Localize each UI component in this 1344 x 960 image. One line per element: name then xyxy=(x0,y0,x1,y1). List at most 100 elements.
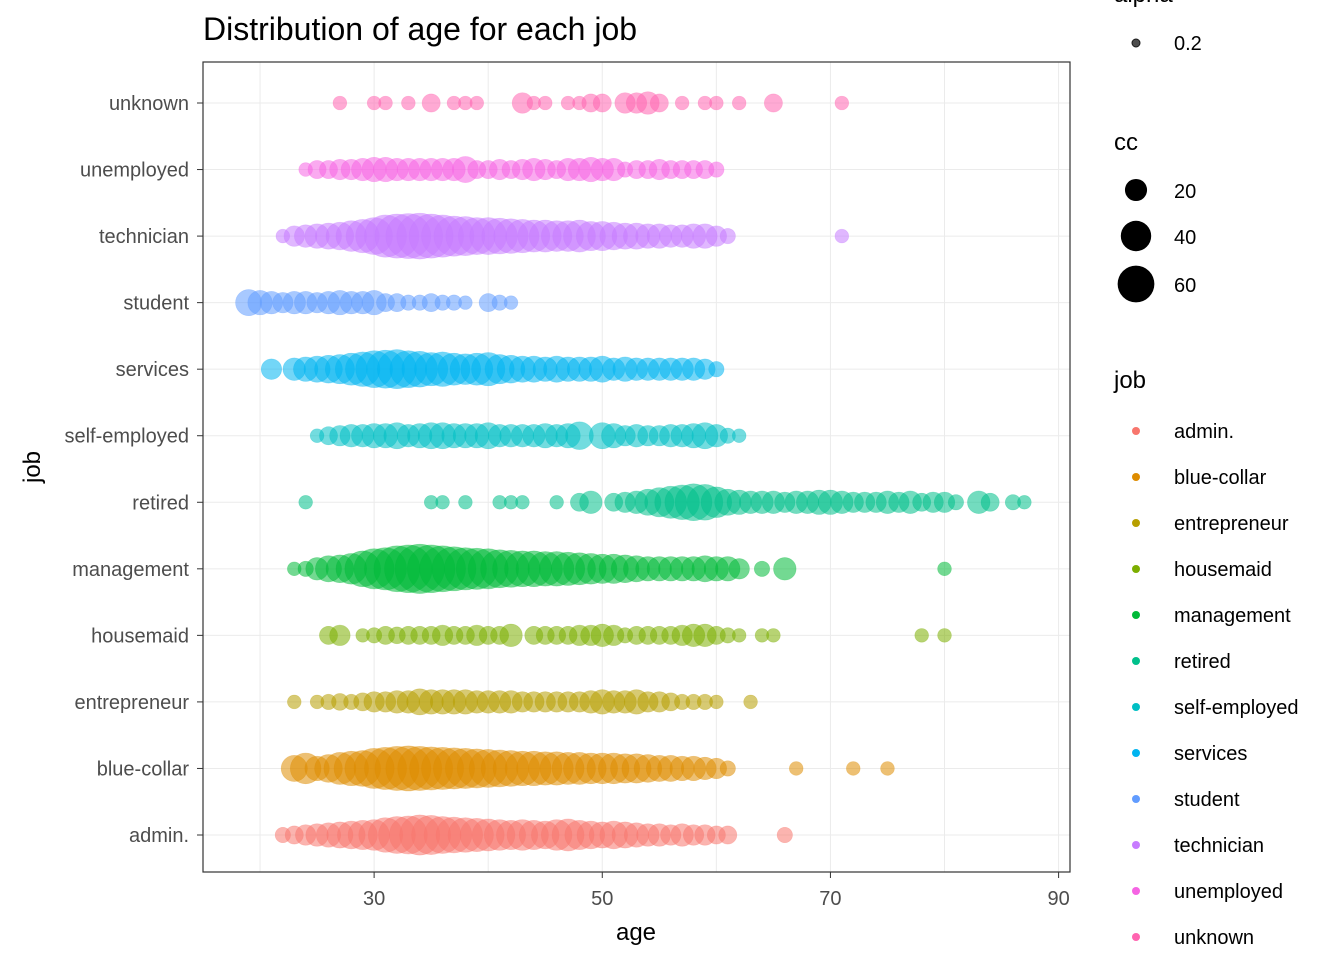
legend-job-key xyxy=(1132,933,1140,941)
y-tick-label: housemaid xyxy=(91,625,189,647)
legend-job-key xyxy=(1132,611,1140,619)
legend-job-key xyxy=(1132,887,1140,895)
data-point xyxy=(298,495,313,510)
x-axis-title: age xyxy=(616,919,656,946)
legend-cc-key xyxy=(1117,265,1155,303)
data-point xyxy=(674,95,690,111)
data-point xyxy=(378,95,393,111)
data-point xyxy=(708,161,725,178)
data-point xyxy=(764,93,783,113)
legend-job-key xyxy=(1132,795,1140,803)
data-point xyxy=(260,358,283,380)
data-point xyxy=(914,628,929,643)
data-point xyxy=(743,694,758,710)
y-axis-tick-labels: admin. blue-collar entrepreneur housemaid ma… xyxy=(64,93,203,847)
data-point xyxy=(329,624,351,646)
data-point xyxy=(937,561,952,576)
data-point xyxy=(503,295,519,310)
data-point xyxy=(287,694,302,710)
data-point xyxy=(728,558,750,580)
data-point xyxy=(499,623,523,647)
panel-border xyxy=(202,61,1071,873)
data-point xyxy=(773,557,797,581)
data-point xyxy=(732,628,747,643)
legend-job-key xyxy=(1132,565,1140,573)
data-point xyxy=(834,95,850,111)
data-points xyxy=(235,91,1032,856)
legend-alpha-label: 0.2 xyxy=(1174,33,1202,55)
data-point xyxy=(1017,495,1032,510)
y-tick-label: admin. xyxy=(129,825,189,847)
data-point xyxy=(515,495,530,510)
data-point xyxy=(776,826,793,843)
legend-job-label: technician xyxy=(1174,835,1264,857)
legend-job-title: job xyxy=(1113,367,1146,394)
grid xyxy=(203,62,1070,872)
legend-job-label: student xyxy=(1174,789,1240,811)
y-tick-label: unemployed xyxy=(80,160,189,182)
data-point xyxy=(332,95,348,111)
legend-job-label: admin. xyxy=(1174,421,1234,443)
x-tick-label: 70 xyxy=(819,888,841,910)
data-point xyxy=(789,761,804,776)
data-point xyxy=(732,95,747,111)
data-point xyxy=(538,95,553,111)
data-point xyxy=(947,494,964,511)
data-point xyxy=(709,95,724,111)
data-point xyxy=(435,495,450,510)
legend-cc-label: 40 xyxy=(1174,227,1196,249)
legend-alpha-key xyxy=(1131,38,1141,48)
legend-job-key xyxy=(1132,473,1140,481)
legend-job-key xyxy=(1132,841,1140,849)
x-tick-label: 50 xyxy=(591,888,613,910)
y-tick-label: services xyxy=(116,359,189,381)
legend-cc-label: 20 xyxy=(1174,181,1196,203)
data-point xyxy=(579,490,603,514)
y-axis-title: job xyxy=(19,451,46,484)
plot-panel xyxy=(202,61,1071,873)
legend-alpha: alpha 0.2 xyxy=(1114,0,1202,55)
x-axis-tick-labels: 30 50 70 90 xyxy=(363,872,1070,910)
y-tick-label: self-employed xyxy=(64,426,189,448)
data-point xyxy=(753,560,770,577)
data-point xyxy=(937,628,952,643)
legend-job-keys: admin. blue-collar entrepreneur housemaid ma… xyxy=(1132,421,1299,949)
legend-job-label: entrepreneur xyxy=(1174,513,1289,535)
legend-cc: cc 20 40 60 xyxy=(1114,129,1196,303)
legend-job-key xyxy=(1132,749,1140,757)
data-point xyxy=(834,228,850,244)
legend-job-key xyxy=(1132,427,1140,435)
data-point xyxy=(458,495,473,510)
legend-job-label: unknown xyxy=(1174,927,1254,949)
data-point xyxy=(766,628,781,643)
data-point xyxy=(649,93,669,113)
legend-job-key xyxy=(1132,519,1140,527)
data-point xyxy=(549,495,564,510)
data-point xyxy=(846,761,861,776)
legend-job-label: unemployed xyxy=(1174,881,1283,903)
legend-cc-keys: 20 40 60 xyxy=(1117,178,1196,303)
y-tick-label: unknown xyxy=(109,93,189,115)
legend-job-key xyxy=(1132,657,1140,665)
data-point xyxy=(709,694,724,710)
data-point xyxy=(732,428,747,443)
legend-job-label: retired xyxy=(1174,651,1231,673)
data-point xyxy=(718,825,738,845)
x-tick-label: 30 xyxy=(363,888,385,910)
data-point xyxy=(708,361,725,378)
data-point xyxy=(421,93,441,113)
y-tick-label: entrepreneur xyxy=(74,692,189,714)
data-point xyxy=(719,760,736,777)
legend-cc-title: cc xyxy=(1114,129,1138,156)
y-tick-label: blue-collar xyxy=(97,758,190,780)
data-point xyxy=(719,228,736,245)
data-point xyxy=(458,295,473,310)
legend-job-label: management xyxy=(1174,605,1291,627)
data-point xyxy=(980,492,1000,512)
y-tick-label: retired xyxy=(132,492,189,514)
legend-job-label: services xyxy=(1174,743,1247,765)
data-point xyxy=(469,95,484,111)
legend-job-label: self-employed xyxy=(1174,697,1299,719)
data-point xyxy=(401,95,416,111)
